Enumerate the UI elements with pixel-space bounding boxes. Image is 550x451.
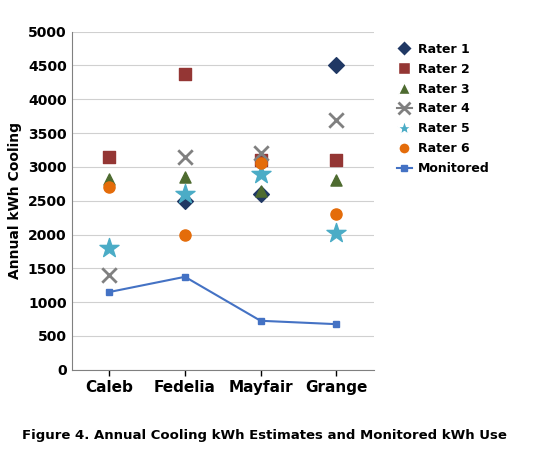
- Y-axis label: Annual kWh Cooling: Annual kWh Cooling: [8, 122, 23, 279]
- Point: [332, 229, 340, 236]
- Point: [256, 156, 265, 164]
- Point: [332, 177, 340, 184]
- Point: [256, 150, 265, 157]
- Point: [332, 116, 340, 123]
- Point: [256, 170, 265, 177]
- Point: [256, 187, 265, 194]
- Point: [180, 153, 189, 161]
- Point: [180, 231, 189, 238]
- Point: [332, 156, 340, 164]
- Point: [332, 211, 340, 218]
- Point: [105, 175, 114, 182]
- Point: [105, 244, 114, 252]
- Point: [180, 190, 189, 198]
- Point: [256, 160, 265, 167]
- Text: Figure 4. Annual Cooling kWh Estimates and Monitored kWh Use: Figure 4. Annual Cooling kWh Estimates a…: [22, 429, 507, 442]
- Point: [256, 190, 265, 198]
- Point: [105, 184, 114, 191]
- Point: [180, 174, 189, 181]
- Point: [180, 70, 189, 78]
- Point: [180, 197, 189, 204]
- Legend: Rater 1, Rater 2, Rater 3, Rater 4, Rater 5, Rater 6, Monitored: Rater 1, Rater 2, Rater 3, Rater 4, Rate…: [392, 38, 495, 180]
- Point: [105, 272, 114, 279]
- Point: [332, 62, 340, 69]
- Point: [105, 153, 114, 161]
